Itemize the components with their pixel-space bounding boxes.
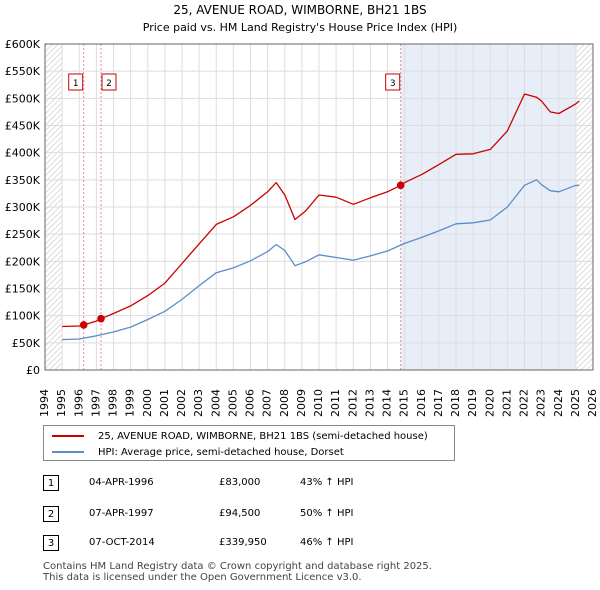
x-tick-label: 1998 <box>107 389 120 417</box>
x-tick-label: 2014 <box>381 389 394 417</box>
sale-label: 3 <box>390 79 396 89</box>
x-tick-label: 2017 <box>432 389 445 417</box>
legend-label-hpi: HPI: Average price, semi-detached house,… <box>98 446 344 458</box>
chart-title: 25, AVENUE ROAD, WIMBORNE, BH21 1BS <box>173 3 426 17</box>
x-tick-label: 2013 <box>363 389 376 417</box>
x-tick-label: 2024 <box>552 389 565 417</box>
transaction-price: £83,000 <box>219 477 261 488</box>
x-tick-label: 2009 <box>295 389 308 417</box>
x-tick-label: 2007 <box>261 389 274 417</box>
x-tick-label: 2010 <box>312 389 325 417</box>
x-tick-label: 1997 <box>89 389 102 417</box>
y-tick-label: £250K <box>5 228 41 241</box>
x-tick-label: 2004 <box>209 389 222 417</box>
x-tick-label: 2006 <box>244 389 257 417</box>
price-chart: 25, AVENUE ROAD, WIMBORNE, BH21 1BS Pric… <box>5 3 599 417</box>
transaction-hpi: 46% ↑ HPI <box>300 537 354 548</box>
x-tick-label: 2020 <box>483 389 496 417</box>
legend: 25, AVENUE ROAD, WIMBORNE, BH21 1BS (sem… <box>43 425 455 461</box>
x-tick-label: 2025 <box>569 389 582 417</box>
y-tick-label: £500K <box>5 92 41 105</box>
plot-frame <box>44 43 594 371</box>
transaction-number: 2 <box>43 506 59 522</box>
legend-item-hpi: HPI: Average price, semi-detached house,… <box>52 445 344 459</box>
transaction-date: 04-APR-1996 <box>89 477 154 488</box>
sale-label: 2 <box>106 79 112 89</box>
sale-label-box <box>101 73 117 91</box>
transaction-price: £339,950 <box>219 537 267 548</box>
y-tick-label: £50K <box>12 337 41 350</box>
y-tick-label: £0 <box>26 364 40 377</box>
transaction-number: 1 <box>43 475 59 491</box>
footer: Contains HM Land Registry data © Crown c… <box>43 561 432 583</box>
y-tick-label: £150K <box>5 283 41 296</box>
transaction-hpi: 43% ↑ HPI <box>300 477 354 488</box>
sale-point <box>396 181 405 190</box>
x-tick-label: 2003 <box>192 389 205 417</box>
y-tick-label: £400K <box>5 147 41 160</box>
sale-label-box <box>385 73 401 91</box>
x-tick-label: 2016 <box>415 389 428 417</box>
sale-label: 1 <box>73 79 79 89</box>
footer-licence: This data is licensed under the Open Gov… <box>43 572 362 583</box>
x-tick-label: 2021 <box>500 389 513 417</box>
y-tick-label: £450K <box>5 120 41 133</box>
x-tick-label: 2026 <box>586 389 599 417</box>
x-tick-label: 2001 <box>158 389 171 417</box>
legend-line-hpi <box>52 451 84 453</box>
x-tick-label: 2015 <box>398 389 411 417</box>
x-tick-label: 1996 <box>72 389 85 417</box>
x-tick-label: 1995 <box>55 389 68 417</box>
x-tick-label: 2008 <box>278 389 291 417</box>
y-tick-label: £300K <box>5 201 41 214</box>
x-tick-label: 2018 <box>449 389 462 417</box>
x-tick-label: 2022 <box>518 389 531 417</box>
sale-label-box <box>68 73 84 91</box>
sale-point <box>97 314 105 323</box>
x-tick-label: 2012 <box>346 389 359 417</box>
x-tick-label: 2023 <box>535 389 548 417</box>
x-tick-label: 2011 <box>329 389 342 417</box>
y-tick-label: £100K <box>5 310 41 323</box>
y-tick-label: £550K <box>5 65 41 78</box>
x-tick-label: 2000 <box>141 389 154 417</box>
x-tick-label: 2002 <box>175 389 188 417</box>
transaction-price: £94,500 <box>219 508 261 519</box>
property-price-line <box>62 93 580 328</box>
y-tick-label: £200K <box>5 255 41 268</box>
x-tick-label: 2019 <box>466 389 479 417</box>
legend-item-property: 25, AVENUE ROAD, WIMBORNE, BH21 1BS (sem… <box>52 429 428 443</box>
transaction-date: 07-APR-1997 <box>89 508 154 519</box>
y-tick-label: £600K <box>5 38 41 51</box>
transaction-number: 3 <box>43 535 59 551</box>
legend-line-property <box>52 435 84 437</box>
sale-point <box>79 321 88 329</box>
footer-copyright: Contains HM Land Registry data © Crown c… <box>43 561 432 572</box>
hpi-line <box>62 179 580 341</box>
y-tick-label: £350K <box>5 174 41 187</box>
legend-label-property: 25, AVENUE ROAD, WIMBORNE, BH21 1BS (sem… <box>98 430 428 442</box>
x-tick-label: 2005 <box>226 389 239 417</box>
x-tick-label: 1994 <box>38 389 51 417</box>
chart-subtitle: Price paid vs. HM Land Registry's House … <box>143 21 458 34</box>
transaction-date: 07-OCT-2014 <box>89 537 155 548</box>
x-tick-label: 1999 <box>124 389 137 417</box>
transaction-hpi: 50% ↑ HPI <box>300 508 354 519</box>
